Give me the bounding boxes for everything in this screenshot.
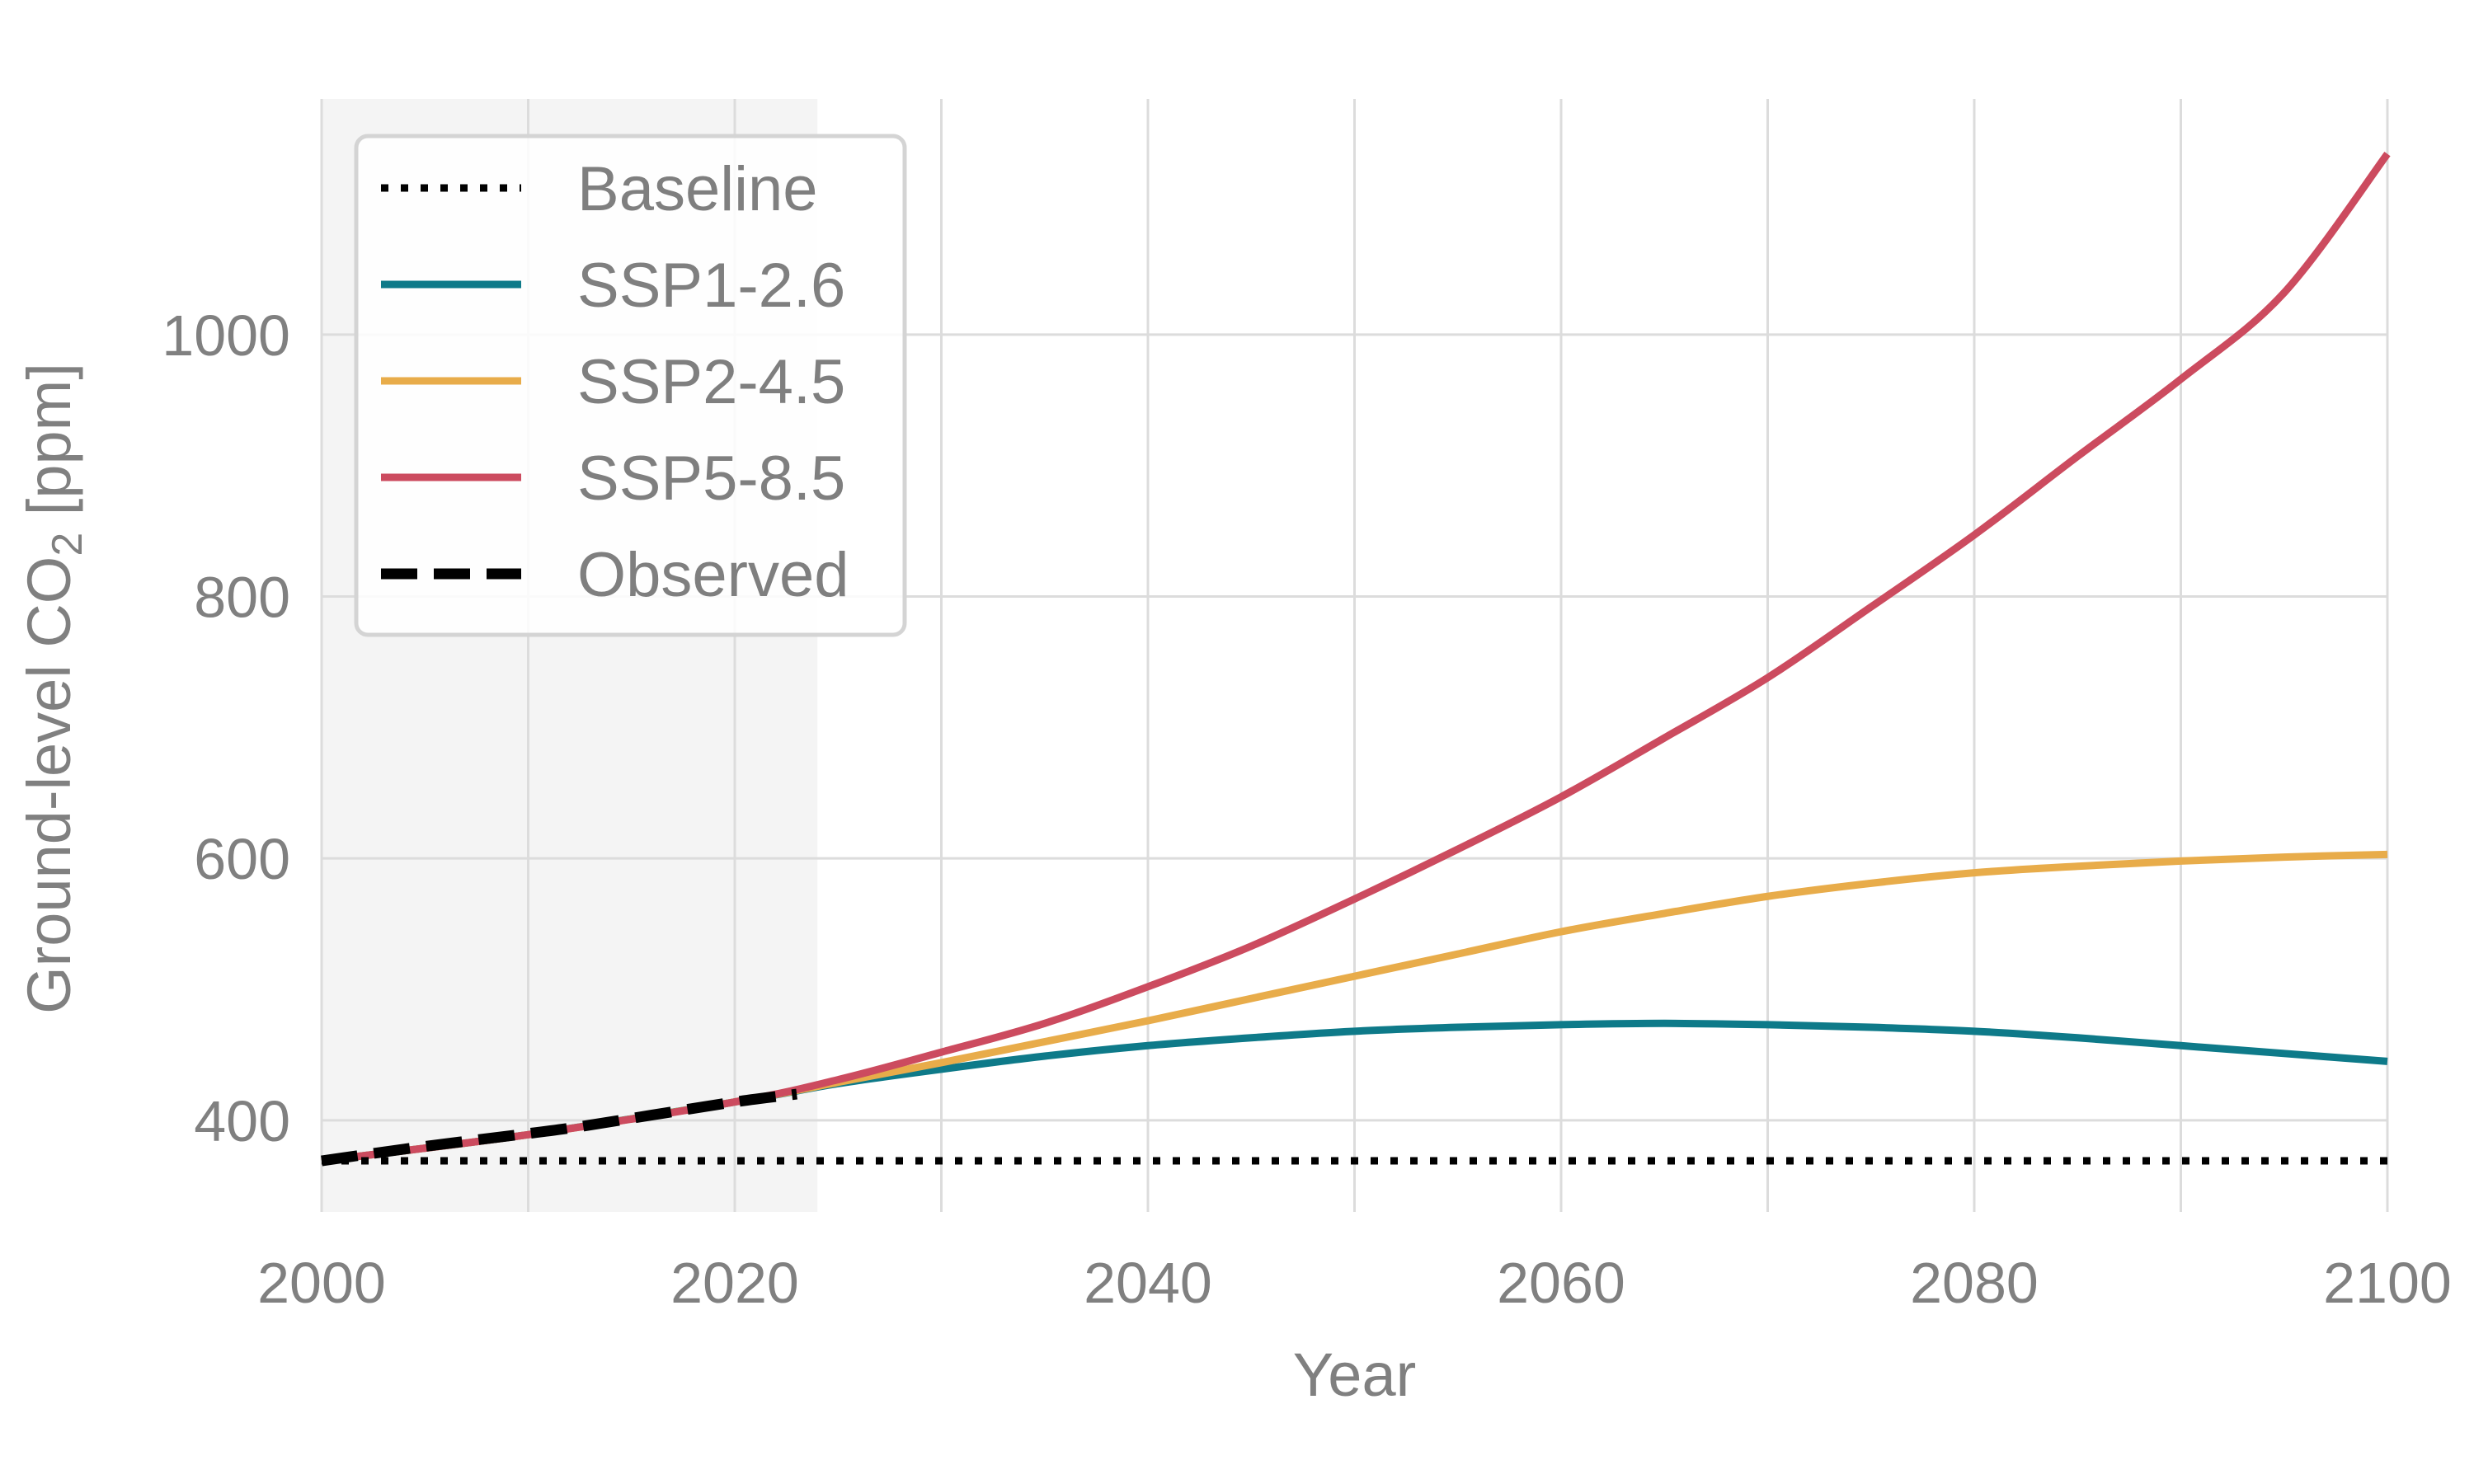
y-tick-label: 800 xyxy=(194,566,290,630)
x-tick-label: 2060 xyxy=(1497,1251,1625,1315)
y-tick-label: 400 xyxy=(194,1089,290,1153)
axis-ticks: 2000 2020 2040 2060 2080 2100 400 600 800 1000 xyxy=(162,303,2452,1315)
x-axis-label: Year xyxy=(1293,1341,1417,1409)
x-tick-label: 2080 xyxy=(1910,1251,2039,1315)
x-tick-label: 2040 xyxy=(1084,1251,1212,1315)
series-lines xyxy=(321,152,2391,1167)
series-line-ssp5-8-5 xyxy=(321,152,2391,1165)
x-tick-label: 2000 xyxy=(257,1251,386,1315)
x-tick-label: 2020 xyxy=(670,1251,799,1315)
y-tick-label: 1000 xyxy=(162,303,290,368)
x-tick-label: 2100 xyxy=(2323,1251,2452,1315)
legend-label: SSP5-8.5 xyxy=(577,444,845,514)
y-axis-label: Ground-level CO2 [ppm] xyxy=(15,363,92,1014)
legend-label: Observed xyxy=(577,540,849,610)
legend-label: Baseline xyxy=(577,154,818,224)
series-line-observed xyxy=(321,1088,797,1167)
legend-label: SSP2-4.5 xyxy=(577,347,845,417)
legend: Baseline SSP1-2.6 SSP2-4.5 SSP5-8.5 Observed xyxy=(354,134,907,637)
legend-label: SSP1-2.6 xyxy=(577,251,845,321)
legend-box xyxy=(354,134,907,637)
y-tick-label: 600 xyxy=(194,827,290,891)
